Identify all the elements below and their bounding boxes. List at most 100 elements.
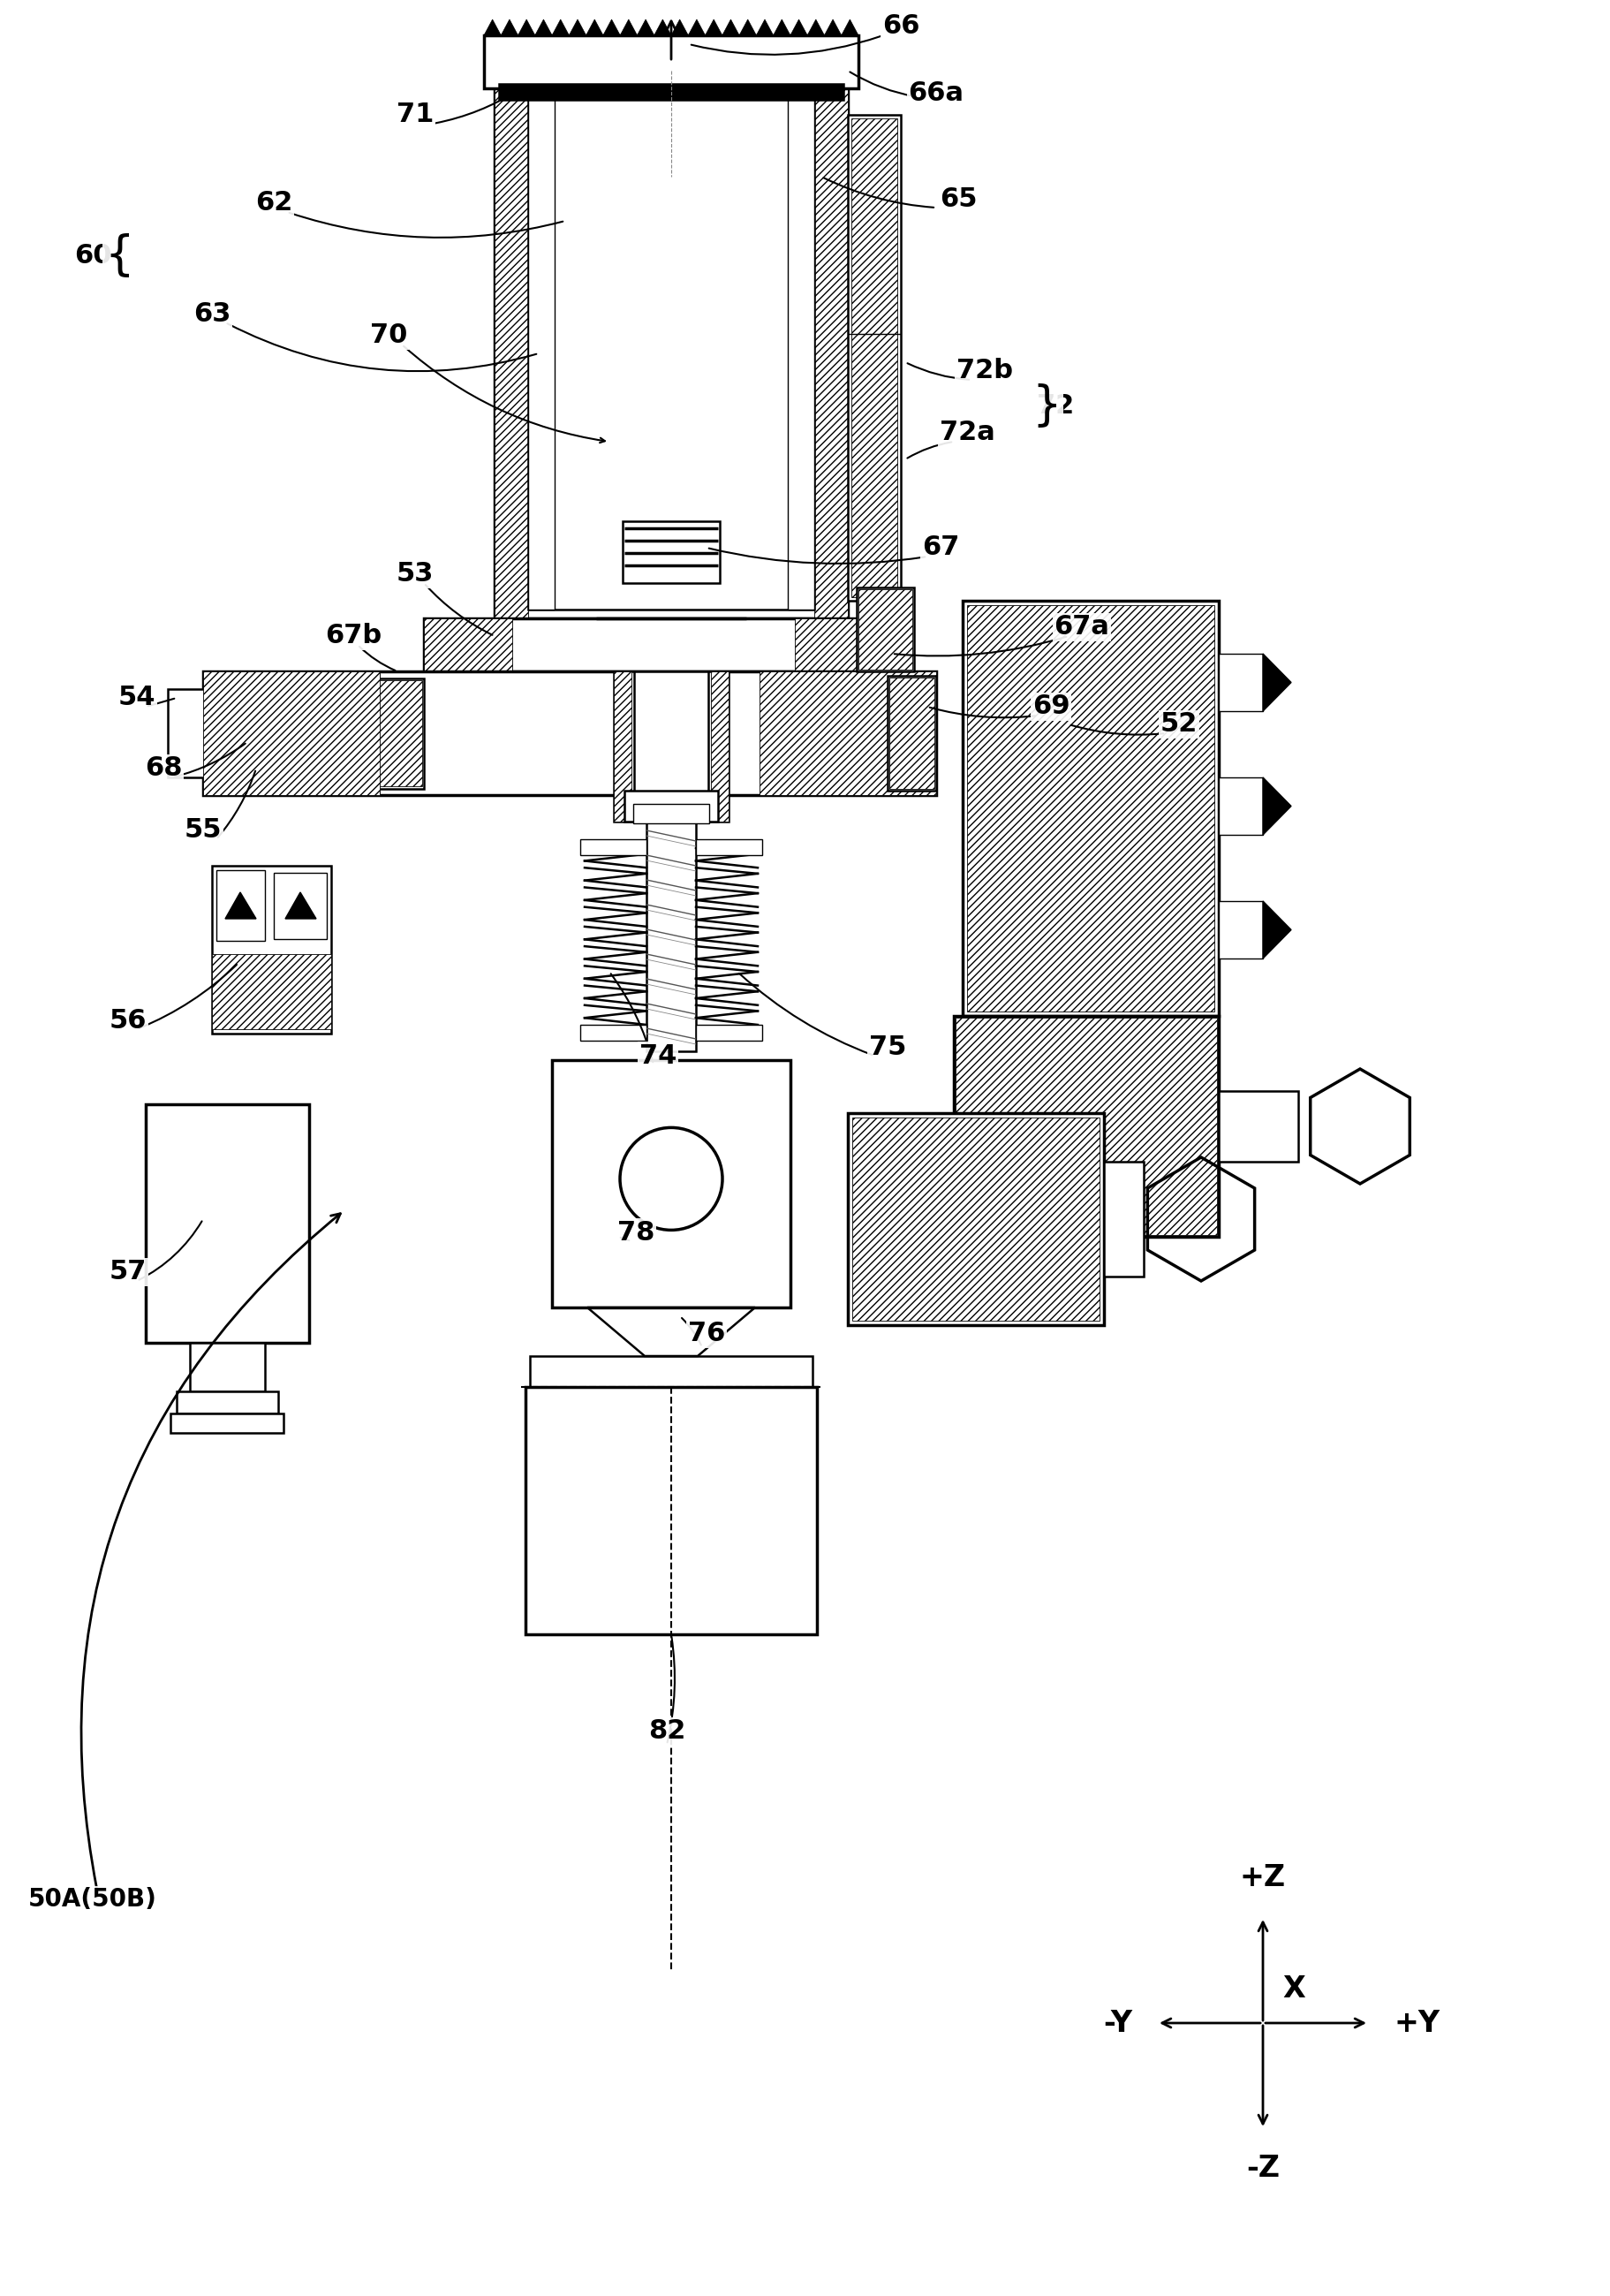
Bar xyxy=(634,670,708,822)
Text: 67: 67 xyxy=(923,535,960,560)
Text: 72: 72 xyxy=(1037,393,1074,420)
Polygon shape xyxy=(485,18,501,34)
Text: 68: 68 xyxy=(145,755,182,781)
Bar xyxy=(623,521,720,583)
Bar xyxy=(848,1114,1104,1325)
Text: +Z: +Z xyxy=(1240,1862,1286,1892)
Bar xyxy=(795,618,884,670)
Text: X: X xyxy=(1282,1975,1306,2004)
Bar xyxy=(858,590,913,670)
Bar xyxy=(696,1024,762,1040)
Text: 78: 78 xyxy=(617,1219,655,1244)
Text: 82: 82 xyxy=(649,1720,686,1745)
Bar xyxy=(613,670,631,822)
Polygon shape xyxy=(568,18,586,34)
Bar xyxy=(815,71,848,618)
Bar xyxy=(633,804,708,824)
Bar xyxy=(530,1357,813,1387)
Text: 65: 65 xyxy=(940,186,977,211)
Polygon shape xyxy=(791,18,807,34)
Text: 56: 56 xyxy=(109,1008,147,1033)
Bar xyxy=(494,71,528,618)
Bar xyxy=(528,96,815,608)
Bar xyxy=(963,602,1219,1015)
Bar xyxy=(1219,900,1262,957)
Bar xyxy=(953,1015,1219,1238)
Bar xyxy=(852,1118,1100,1320)
Bar xyxy=(528,96,554,608)
Bar xyxy=(203,670,935,794)
Polygon shape xyxy=(687,18,705,34)
Text: 62: 62 xyxy=(254,191,293,216)
Bar xyxy=(1104,1162,1143,1277)
Bar xyxy=(889,677,934,790)
Polygon shape xyxy=(1262,900,1291,957)
Text: 52: 52 xyxy=(1161,712,1198,737)
Polygon shape xyxy=(586,18,604,34)
Text: 75: 75 xyxy=(869,1033,906,1061)
Bar xyxy=(203,670,380,794)
Polygon shape xyxy=(604,18,620,34)
Bar xyxy=(1219,654,1262,712)
Polygon shape xyxy=(824,18,842,34)
Bar xyxy=(580,1024,647,1040)
Bar xyxy=(956,1017,1217,1235)
Polygon shape xyxy=(552,18,568,34)
Bar xyxy=(203,670,380,794)
Bar xyxy=(1219,1091,1298,1162)
Text: 57: 57 xyxy=(109,1258,147,1286)
Bar xyxy=(177,1391,279,1414)
Bar xyxy=(485,34,858,87)
Text: }: } xyxy=(1032,383,1061,429)
Bar xyxy=(852,119,897,597)
Polygon shape xyxy=(739,18,757,34)
Bar xyxy=(494,71,848,618)
Bar xyxy=(647,822,696,1052)
Bar xyxy=(613,670,729,822)
Text: 63: 63 xyxy=(193,301,230,326)
Polygon shape xyxy=(1262,778,1291,836)
Bar xyxy=(147,1104,309,1343)
Polygon shape xyxy=(518,18,535,34)
Bar xyxy=(525,1387,816,1635)
Polygon shape xyxy=(535,18,552,34)
Polygon shape xyxy=(225,893,256,918)
Polygon shape xyxy=(723,18,739,34)
Text: 50A(50B): 50A(50B) xyxy=(29,1887,158,1913)
Bar xyxy=(857,588,914,670)
Bar xyxy=(423,618,512,670)
Polygon shape xyxy=(1262,654,1291,712)
Bar xyxy=(274,872,327,939)
Text: 67a: 67a xyxy=(1055,615,1109,641)
Bar xyxy=(696,840,762,854)
Bar xyxy=(887,675,935,790)
Bar xyxy=(787,96,815,608)
Polygon shape xyxy=(807,18,824,34)
Polygon shape xyxy=(773,18,791,34)
Polygon shape xyxy=(705,18,723,34)
Bar xyxy=(213,866,332,1033)
Text: 76: 76 xyxy=(687,1320,724,1348)
Polygon shape xyxy=(842,18,858,34)
Text: 72b: 72b xyxy=(956,358,1013,383)
Text: 66a: 66a xyxy=(908,80,964,106)
Text: -Y: -Y xyxy=(1103,2009,1132,2037)
Text: 54: 54 xyxy=(118,684,156,712)
Text: 71: 71 xyxy=(396,101,433,129)
Text: 53: 53 xyxy=(396,563,433,588)
Bar xyxy=(216,870,266,941)
Text: {: { xyxy=(105,234,134,280)
Bar xyxy=(171,1414,283,1433)
Polygon shape xyxy=(671,18,687,34)
Text: -Z: -Z xyxy=(1246,2154,1280,2183)
Text: 66: 66 xyxy=(882,14,919,39)
Bar xyxy=(712,670,729,822)
Text: 69: 69 xyxy=(1032,693,1069,719)
Text: 74: 74 xyxy=(639,1042,676,1068)
Bar xyxy=(1219,778,1262,836)
Polygon shape xyxy=(285,893,316,918)
Polygon shape xyxy=(654,18,671,34)
Text: 70: 70 xyxy=(370,324,407,349)
Bar xyxy=(423,618,884,670)
Bar xyxy=(190,1343,266,1391)
